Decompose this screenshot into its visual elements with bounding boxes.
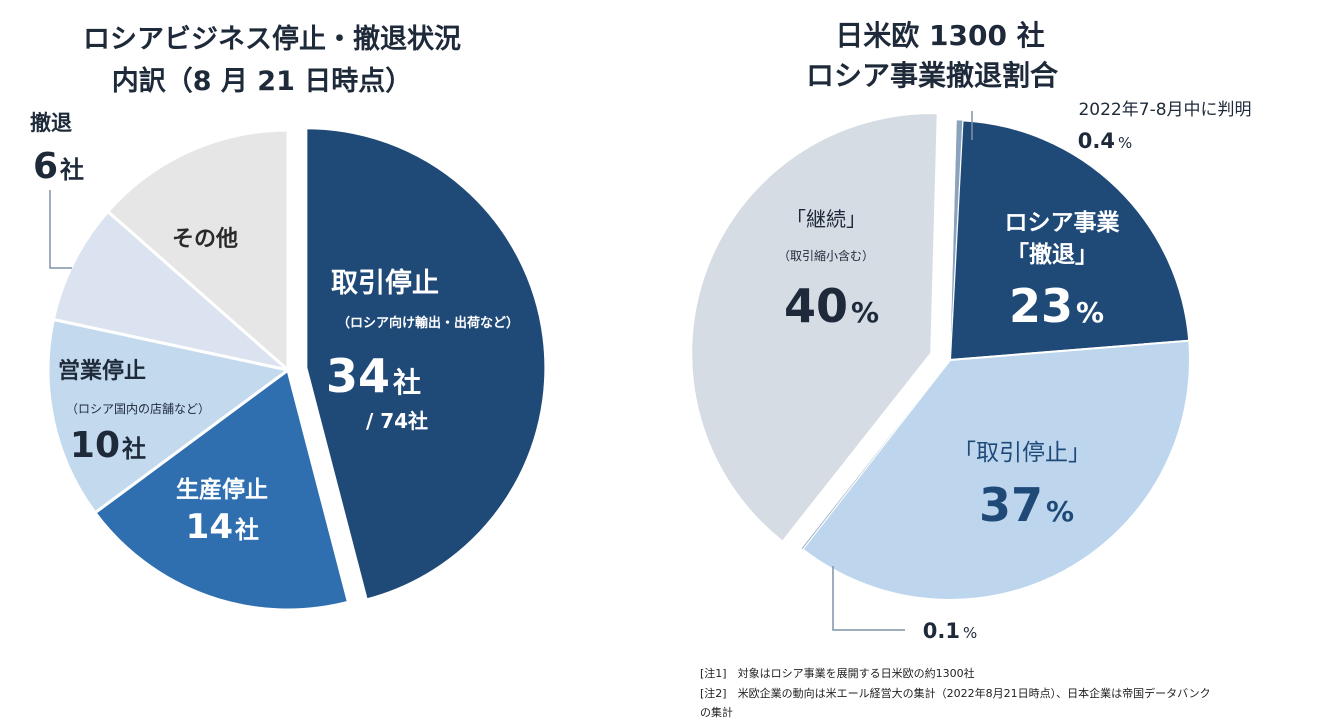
callout-leader-0-1 (832, 566, 905, 631)
pie-slice-sonota (105, 128, 290, 374)
slice-unit-torihiki-right: % (1046, 495, 1074, 528)
callout-unit-0-1: % (963, 624, 977, 642)
slice-value-eigyo-teishi: 10 (70, 425, 120, 466)
slice-label-torihiki-right: 「取引停止」 (953, 440, 1091, 466)
slice-label-tettai-quote: 「撤退」 (1006, 241, 1098, 268)
slice-value-torihiki-right: 37 (979, 478, 1043, 532)
callout-leader-tettai (49, 190, 72, 269)
slice-sublabel-eigyo-teishi: （ロシア国内の店舗など） (66, 402, 210, 416)
left-chart-title: ロシアビジネス停止・撤退状況 (83, 23, 461, 55)
callout-value-tettai: 6 (33, 146, 58, 187)
pie-slice-0-1-percent (800, 359, 951, 550)
slice-unit-eigyo-teishi: 社 (122, 435, 146, 463)
right-pie-chart: 日米欧 1300 社 ロシア事業撤退割合 ロシア事業 「撤退」 23 % 「取引… (690, 19, 1252, 643)
pie-slice-eigyo-teishi (46, 317, 292, 515)
total-companies-label: / 74社 (366, 409, 428, 433)
footnote-3: の集計 (700, 706, 733, 719)
callout-value-0-1: 0.1 (923, 619, 960, 643)
slice-unit-russia-tettai: % (1076, 296, 1104, 329)
slice-label-eigyo-teishi: 営業停止 (58, 358, 146, 384)
callout-value-0-4: 0.4 (1078, 129, 1115, 153)
footnote-1: [注1] 対象はロシア事業を展開する日米欧の約1300社 (700, 667, 975, 680)
slice-sublabel-torihiki-teishi: （ロシア向け輸出・出荷など） (337, 315, 519, 331)
slice-value-torihiki-teishi: 34 (326, 349, 390, 403)
slice-unit-keizoku: % (851, 296, 879, 329)
left-chart-subtitle: 内訳（8 月 21 日時点） (112, 65, 413, 97)
callout-label-tettai: 撤退 (30, 111, 72, 135)
pie-slice-keizoku (690, 112, 939, 543)
left-pie-chart: ロシアビジネス停止・撤退状況 内訳（8 月 21 日時点） 取引停止 （ロシア向… (30, 23, 548, 612)
callout-unit-0-4: % (1118, 134, 1132, 152)
pie-slice-russia-tettai (948, 119, 1191, 362)
pie-slice-0-4-percent (949, 119, 963, 361)
slice-unit-seisan-teishi: 社 (235, 516, 259, 544)
slice-label-sonota: その他 (172, 227, 238, 252)
pie-slice-torihiki-teishi (304, 126, 548, 602)
slice-value-russia-tettai: 23 (1009, 279, 1073, 333)
callout-label-hanmei: 2022年7-8月中に判明 (1078, 100, 1251, 120)
slice-unit-torihiki-teishi: 社 (393, 366, 421, 399)
slice-label-torihiki-teishi: 取引停止 (331, 267, 439, 299)
pie-slice-seisan-teishi (92, 367, 351, 612)
slice-label-seisan-teishi: 生産停止 (176, 476, 268, 503)
slice-label-keizoku: 「継続」 (786, 207, 866, 231)
footnote-2: [注2] 米欧企業の動向は米エール経営大の集計（2022年8月21日時点）、日本… (700, 687, 1211, 700)
right-chart-subtitle: ロシア事業撤退割合 (806, 59, 1059, 92)
callout-unit-tettai: 社 (60, 156, 84, 184)
pie-slice-torihiki-teishi-right (801, 339, 1191, 601)
slice-sublabel-keizoku: （取引縮小含む） (778, 248, 874, 263)
slice-label-russia-jigyo: ロシア事業 (1005, 209, 1121, 236)
slice-value-seisan-teishi: 14 (186, 507, 233, 547)
slice-value-keizoku: 40 (784, 279, 848, 333)
pie-slice-tettai (51, 209, 294, 373)
right-chart-title: 日米欧 1300 社 (835, 19, 1044, 52)
